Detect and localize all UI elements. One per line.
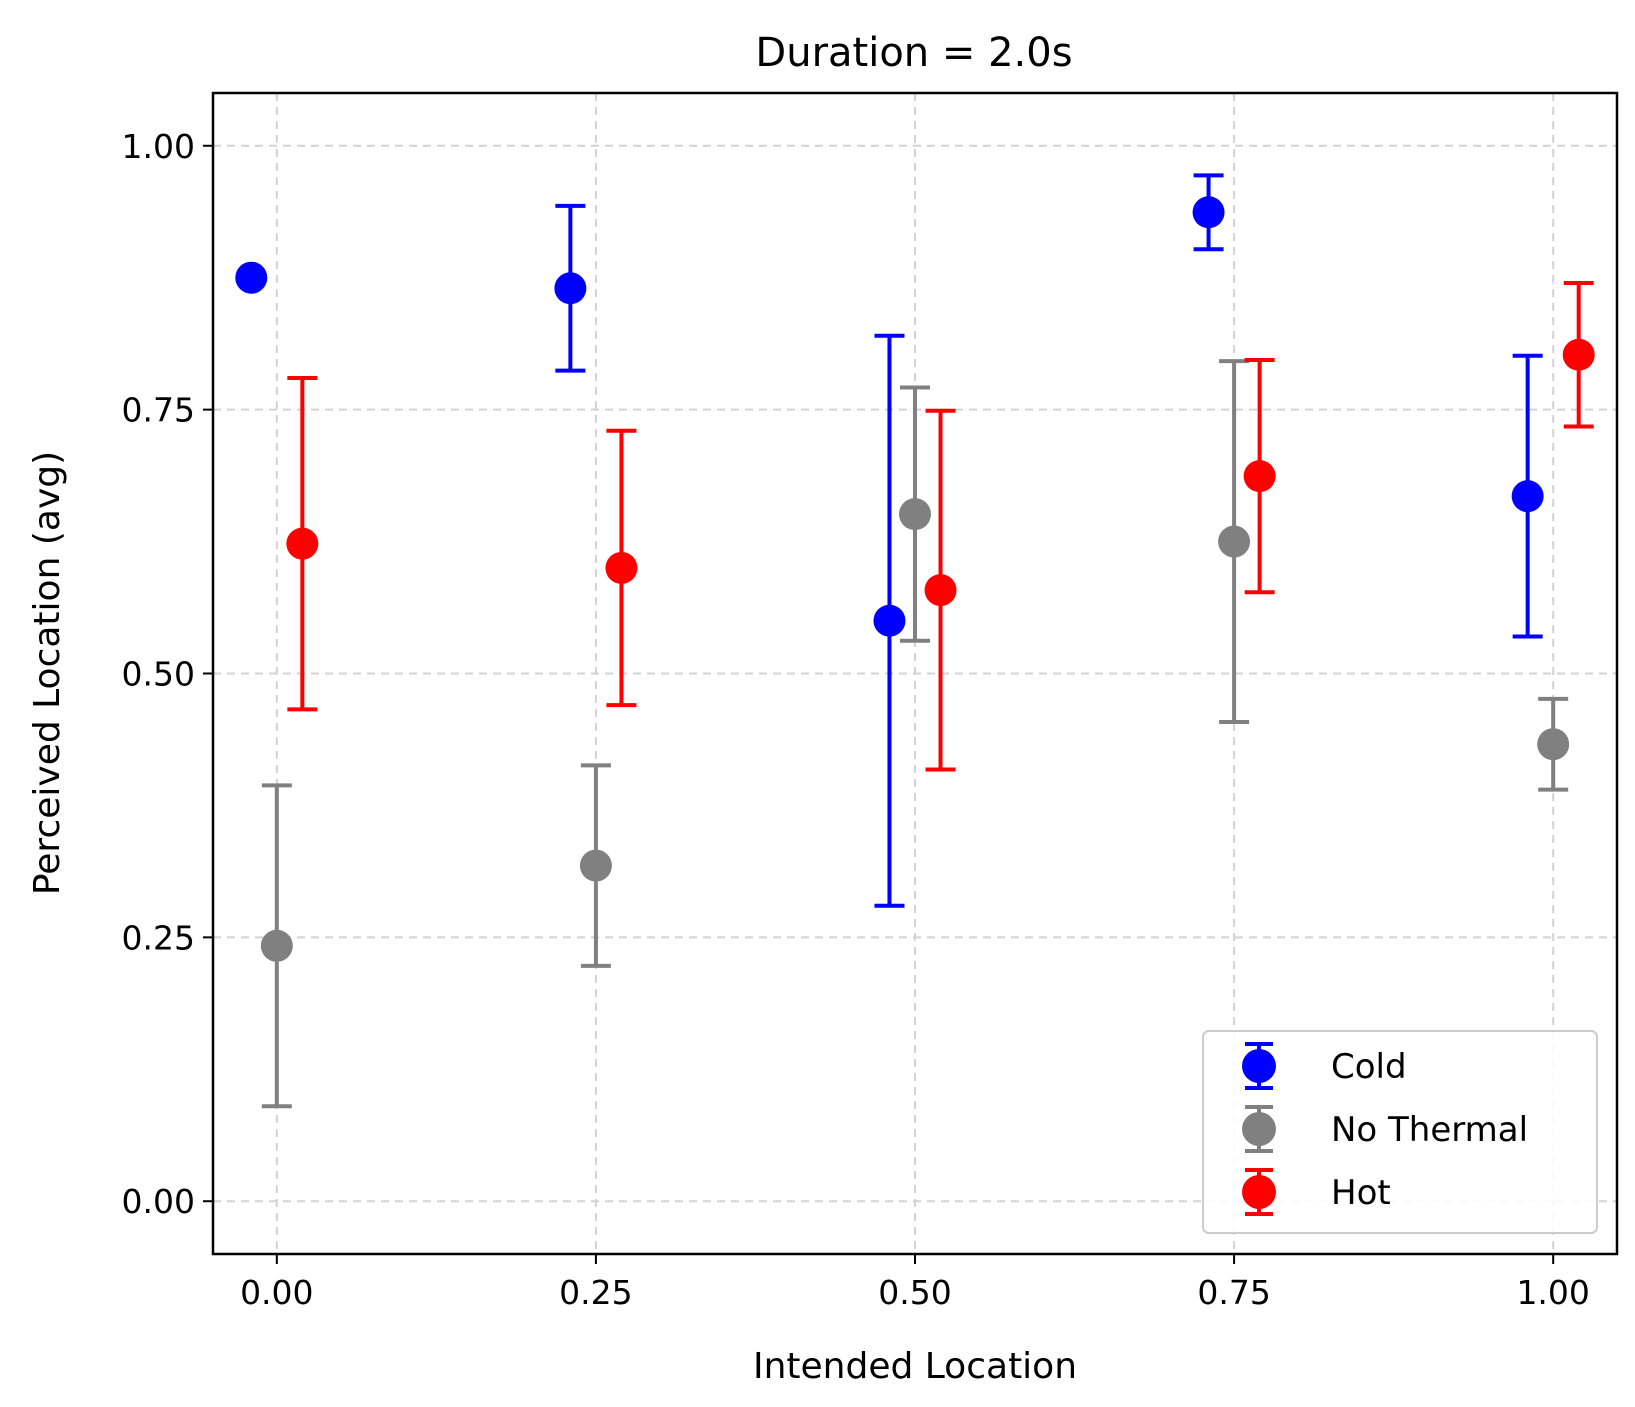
data-point <box>1537 728 1570 761</box>
y-axis-label: Perceived Location (avg) <box>27 451 68 895</box>
legend-marker-icon <box>1242 1175 1276 1209</box>
data-point <box>579 849 612 882</box>
legend: Cold No Thermal Hot <box>1202 1030 1598 1234</box>
series-cold <box>235 173 1544 908</box>
x-tick-label: 0.50 <box>878 1273 951 1312</box>
data-layer <box>235 173 1595 1109</box>
y-tick-label: 1.00 <box>122 127 195 166</box>
ticks: 0.00 0.25 0.50 0.75 1.00 0.00 0.25 0.50 0.75 1.00 <box>122 127 1590 1312</box>
x-axis-label: Intended Location <box>753 1346 1077 1387</box>
chart-title: Duration = 2.0s <box>755 30 1072 76</box>
legend-label: No Thermal <box>1331 1110 1528 1150</box>
data-point <box>260 929 293 962</box>
legend-item-hot: Hot <box>1242 1168 1391 1216</box>
data-point <box>1192 196 1225 229</box>
data-point <box>1218 525 1251 558</box>
y-tick-label: 0.75 <box>122 391 195 430</box>
data-point <box>554 272 587 305</box>
data-point <box>924 574 957 607</box>
legend-label: Hot <box>1331 1173 1391 1213</box>
y-tick-label: 0.25 <box>122 918 195 957</box>
legend-item-cold: Cold <box>1242 1042 1407 1090</box>
y-tick-label: 0.50 <box>122 655 195 694</box>
data-point <box>899 498 931 531</box>
x-tick-label: 0.75 <box>1197 1273 1270 1312</box>
series-no-thermal <box>260 359 1570 1109</box>
data-point <box>873 604 906 637</box>
data-point <box>286 527 319 560</box>
legend-marker-icon <box>1242 1112 1276 1146</box>
data-point <box>1511 480 1544 513</box>
y-tick-label: 0.00 <box>122 1182 195 1221</box>
legend-item-no-thermal: No Thermal <box>1242 1105 1528 1153</box>
legend-box <box>1202 1030 1598 1234</box>
data-point <box>235 261 268 294</box>
x-tick-label: 0.00 <box>240 1273 313 1312</box>
x-tick-label: 0.25 <box>559 1273 632 1312</box>
data-point <box>1562 338 1595 371</box>
legend-marker-icon <box>1242 1049 1276 1083</box>
legend-label: Cold <box>1331 1047 1407 1087</box>
series-hot <box>286 280 1595 772</box>
data-point <box>605 551 638 584</box>
x-tick-label: 1.00 <box>1516 1273 1589 1312</box>
data-point <box>1243 460 1276 493</box>
